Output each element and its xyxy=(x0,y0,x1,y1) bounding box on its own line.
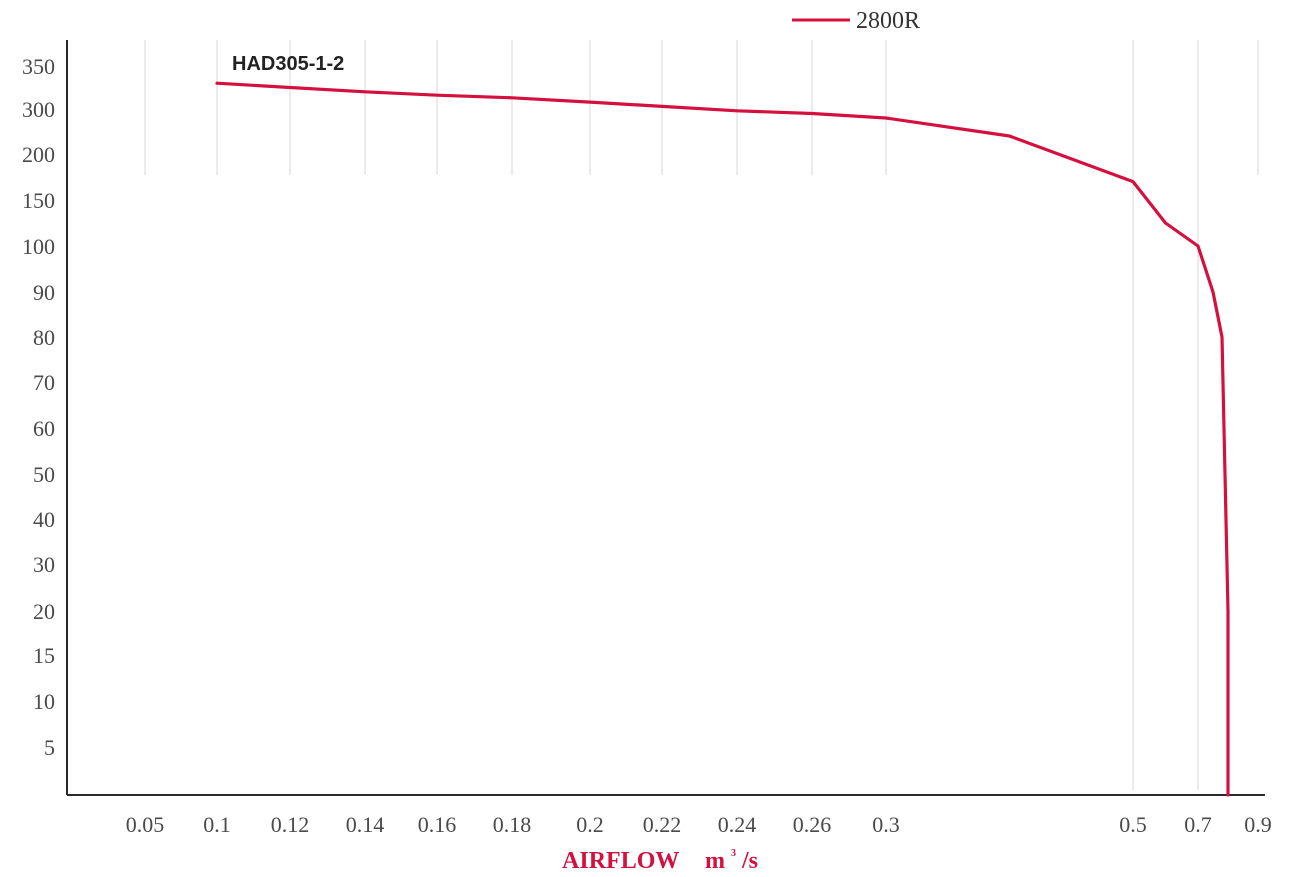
x-tick-label-0.26: 0.26 xyxy=(793,812,832,837)
y-tick-label-20: 20 xyxy=(33,599,55,624)
x-tick-labels: 0.05 0.1 0.12 0.14 0.16 0.18 0.2 0.22 0.24 0.26 0.… xyxy=(126,812,1272,837)
curve-annotation: HAD305-1-2 xyxy=(232,53,344,75)
x-tick-label-0.2: 0.2 xyxy=(576,812,604,837)
x-tick-label-0.5: 0.5 xyxy=(1119,812,1147,837)
x-tick-label-0.1: 0.1 xyxy=(203,812,231,837)
y-tick-label-15: 15 xyxy=(33,643,55,668)
y-tick-labels: 5 10 15 20 30 40 50 60 70 80 90 100 150 200 300 350 xyxy=(22,54,55,760)
y-tick-label-200: 200 xyxy=(22,142,55,167)
axes xyxy=(66,40,1265,796)
y-tick-label-150: 150 xyxy=(22,188,55,213)
x-tick-label-0.24: 0.24 xyxy=(718,812,757,837)
x-tick-label-0.22: 0.22 xyxy=(643,812,682,837)
legend: 2800R xyxy=(792,8,920,34)
x-axis-label-unit-suffix: /s xyxy=(741,848,758,874)
y-tick-label-10: 10 xyxy=(33,689,55,714)
x-tick-label-0.12: 0.12 xyxy=(271,812,310,837)
series-line-2800r xyxy=(215,81,1230,797)
y-tick-label-70: 70 xyxy=(33,370,55,395)
legend-label-2800r: 2800R xyxy=(856,8,920,34)
y-tick-label-50: 50 xyxy=(33,462,55,487)
x-tick-label-0.7: 0.7 xyxy=(1184,812,1212,837)
x-axis-label: AIRFLOW m 3 /s xyxy=(562,836,758,874)
y-tick-label-350: 350 xyxy=(22,54,55,79)
y-tick-label-300: 300 xyxy=(22,97,55,122)
y-tick-label-30: 30 xyxy=(33,552,55,577)
x-tick-label-0.05: 0.05 xyxy=(126,812,165,837)
x-tick-label-0.16: 0.16 xyxy=(418,812,457,837)
y-tick-label-5: 5 xyxy=(44,735,55,760)
y-tick-label-90: 90 xyxy=(33,280,55,305)
y-tick-label-100: 100 xyxy=(22,234,55,259)
x-tick-label-0.18: 0.18 xyxy=(493,812,532,837)
x-axis-label-superscript: 3 xyxy=(731,848,736,859)
x-axis-label-unit: m xyxy=(705,848,725,874)
x-axis-label-text: AIRFLOW xyxy=(562,848,679,874)
x-tick-label-0.9: 0.9 xyxy=(1244,812,1272,837)
y-tick-label-60: 60 xyxy=(33,416,55,441)
grid-lines xyxy=(144,40,1259,790)
x-tick-label-0.14: 0.14 xyxy=(346,812,385,837)
y-tick-label-80: 80 xyxy=(33,325,55,350)
x-tick-label-0.3: 0.3 xyxy=(872,812,900,837)
series-group xyxy=(215,81,1230,797)
y-tick-label-40: 40 xyxy=(33,507,55,532)
